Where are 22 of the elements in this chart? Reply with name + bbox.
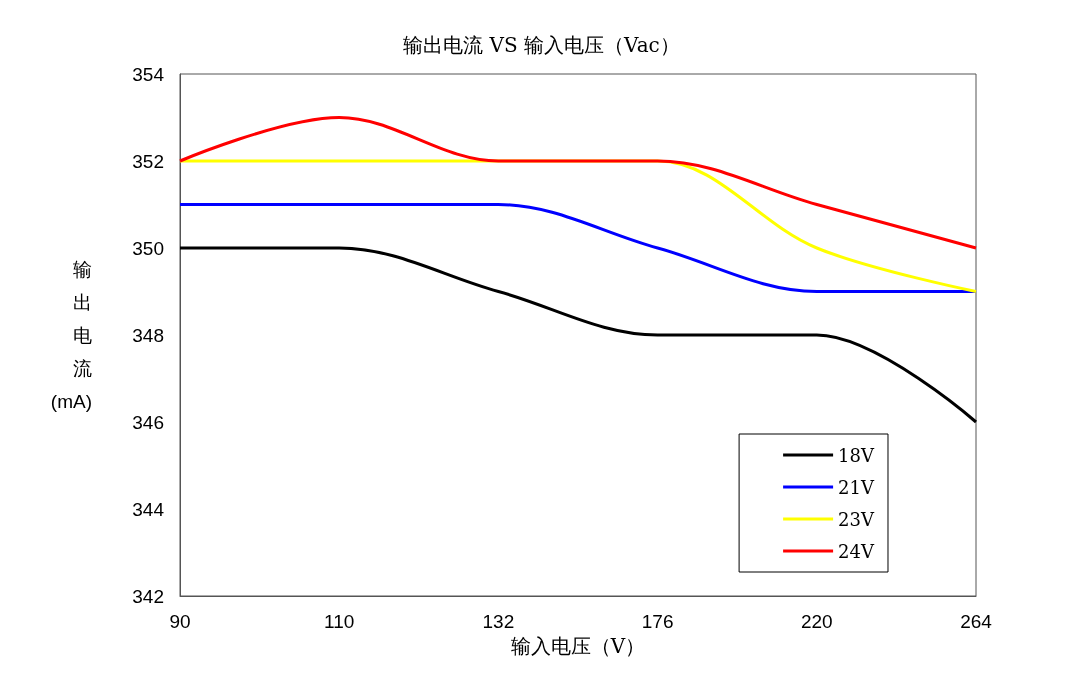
y-tick-label: 350 <box>132 237 164 259</box>
legend-label: 23V <box>838 508 875 530</box>
x-tick-label: 220 <box>800 611 833 632</box>
x-axis-title: 输入电压（V） <box>510 634 646 658</box>
legend-label: 24V <box>838 540 875 562</box>
y-tick-label: 344 <box>132 498 165 520</box>
y-tick-label: 354 <box>132 63 165 85</box>
chart-title: 输出电流 VS 输入电压（Vac） <box>403 33 680 57</box>
legend-label: 21V <box>838 476 875 498</box>
y-tick-label: 342 <box>132 585 164 607</box>
x-tick-label: 110 <box>324 611 355 632</box>
x-tick-label: 90 <box>169 611 191 632</box>
x-tick-label: 132 <box>482 611 515 632</box>
y-tick-label: 348 <box>132 324 164 346</box>
y-axis-title: 输出电流(mA) <box>50 258 92 412</box>
y-tick-label: 352 <box>132 150 164 172</box>
line-series <box>178 116 978 250</box>
x-tick-label: 176 <box>641 611 674 632</box>
line-series <box>178 246 978 424</box>
legend-label: 18V <box>838 444 875 466</box>
y-tick-label: 346 <box>132 411 164 433</box>
x-tick-label: 264 <box>960 611 993 632</box>
